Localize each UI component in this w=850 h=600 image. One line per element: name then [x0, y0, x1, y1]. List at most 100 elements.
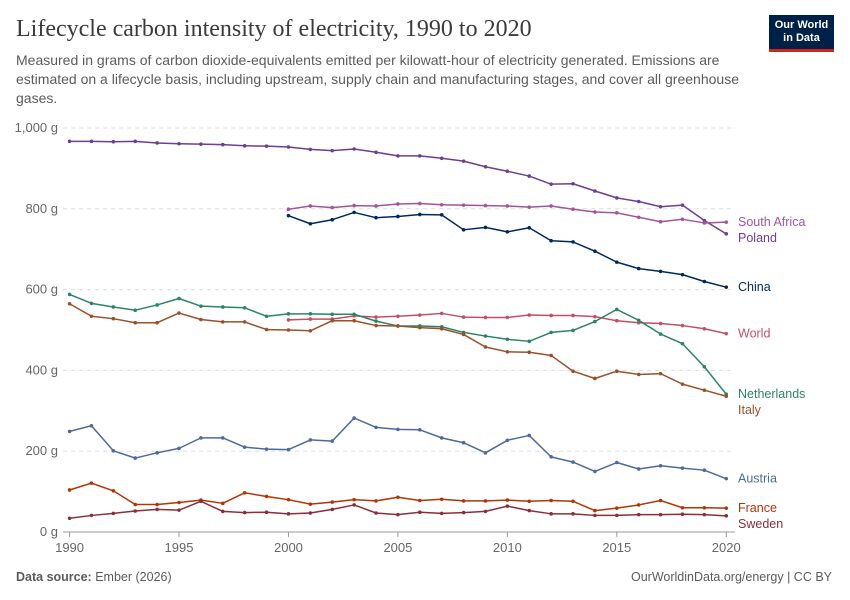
data-point-italy[interactable]: [527, 350, 532, 355]
data-point-poland[interactable]: [286, 145, 291, 149]
data-point-austria[interactable]: [308, 438, 313, 442]
data-point-world[interactable]: [571, 313, 575, 318]
data-point-poland[interactable]: [396, 154, 400, 158]
data-point-sweden[interactable]: [636, 512, 641, 517]
data-point-austria[interactable]: [549, 455, 553, 459]
series-label-italy[interactable]: Italy: [738, 403, 762, 417]
data-point-france[interactable]: [593, 508, 597, 513]
data-point-poland[interactable]: [220, 142, 225, 147]
data-point-china[interactable]: [330, 217, 335, 222]
data-point-sweden[interactable]: [505, 504, 510, 508]
data-point-france[interactable]: [549, 498, 553, 503]
data-point-poland[interactable]: [724, 232, 729, 236]
data-point-china[interactable]: [658, 269, 663, 274]
data-point-world[interactable]: [724, 331, 729, 336]
data-point-south-africa[interactable]: [593, 210, 597, 214]
data-point-south-africa[interactable]: [724, 220, 729, 224]
data-point-sweden[interactable]: [67, 516, 72, 521]
data-point-italy[interactable]: [505, 350, 510, 354]
data-point-world[interactable]: [702, 326, 707, 331]
data-point-china[interactable]: [461, 228, 466, 232]
data-point-france[interactable]: [439, 497, 444, 502]
data-point-austria[interactable]: [593, 469, 597, 474]
data-point-sweden[interactable]: [527, 508, 532, 513]
data-point-austria[interactable]: [658, 463, 663, 468]
data-point-netherlands[interactable]: [571, 328, 575, 333]
data-point-netherlands[interactable]: [199, 304, 203, 308]
data-point-italy[interactable]: [220, 320, 225, 324]
data-point-china[interactable]: [352, 210, 356, 215]
data-point-world[interactable]: [680, 323, 685, 328]
data-point-world[interactable]: [286, 318, 291, 322]
data-point-netherlands[interactable]: [549, 330, 553, 335]
data-point-china[interactable]: [417, 212, 422, 217]
owid-logo[interactable]: Our World in Data: [769, 15, 834, 52]
series-label-netherlands[interactable]: Netherlands: [738, 387, 805, 401]
data-point-south-africa[interactable]: [549, 204, 553, 208]
data-point-netherlands[interactable]: [242, 305, 247, 310]
data-point-sweden[interactable]: [571, 512, 575, 516]
data-point-italy[interactable]: [636, 372, 641, 377]
data-point-china[interactable]: [549, 238, 553, 243]
data-point-south-africa[interactable]: [658, 219, 663, 224]
data-point-austria[interactable]: [111, 448, 116, 453]
data-point-south-africa[interactable]: [286, 207, 291, 212]
data-point-austria[interactable]: [396, 427, 400, 432]
data-point-world[interactable]: [658, 321, 663, 326]
data-point-austria[interactable]: [483, 451, 488, 455]
data-point-netherlands[interactable]: [264, 314, 269, 319]
data-point-france[interactable]: [242, 491, 247, 495]
data-point-poland[interactable]: [593, 189, 597, 193]
data-point-poland[interactable]: [658, 204, 663, 209]
series-line-austria[interactable]: [69, 417, 727, 480]
data-point-sweden[interactable]: [374, 511, 378, 515]
data-point-italy[interactable]: [680, 382, 685, 386]
data-point-south-africa[interactable]: [374, 204, 378, 208]
data-point-south-africa[interactable]: [527, 205, 532, 209]
data-point-china[interactable]: [374, 215, 378, 220]
data-point-austria[interactable]: [155, 451, 159, 455]
data-point-france[interactable]: [396, 495, 400, 500]
data-point-world[interactable]: [308, 317, 313, 321]
series-label-austria[interactable]: Austria: [738, 472, 777, 486]
data-point-austria[interactable]: [352, 416, 356, 420]
data-point-austria[interactable]: [177, 446, 181, 451]
data-point-sweden[interactable]: [286, 512, 291, 516]
data-point-austria[interactable]: [724, 476, 729, 481]
data-point-italy[interactable]: [593, 376, 597, 381]
data-point-poland[interactable]: [67, 139, 72, 144]
data-point-france[interactable]: [155, 502, 159, 507]
data-point-poland[interactable]: [199, 142, 203, 146]
data-point-netherlands[interactable]: [702, 364, 707, 369]
data-point-italy[interactable]: [330, 318, 335, 323]
data-point-austria[interactable]: [199, 436, 203, 440]
data-point-sweden[interactable]: [330, 507, 335, 512]
data-point-italy[interactable]: [155, 320, 159, 325]
data-point-poland[interactable]: [308, 147, 313, 152]
data-point-italy[interactable]: [549, 353, 553, 358]
data-point-france[interactable]: [461, 499, 466, 503]
series-label-world[interactable]: World: [738, 327, 770, 341]
data-point-china[interactable]: [286, 213, 291, 218]
data-point-sweden[interactable]: [352, 503, 356, 507]
data-point-poland[interactable]: [549, 182, 553, 186]
data-point-poland[interactable]: [680, 203, 685, 207]
data-point-sweden[interactable]: [199, 499, 203, 504]
data-point-sweden[interactable]: [242, 510, 247, 515]
data-point-netherlands[interactable]: [680, 341, 685, 346]
data-point-netherlands[interactable]: [374, 319, 378, 323]
data-point-france[interactable]: [133, 502, 138, 507]
data-point-austria[interactable]: [636, 467, 641, 471]
data-point-italy[interactable]: [483, 345, 488, 349]
series-label-china[interactable]: China: [738, 280, 771, 294]
data-point-france[interactable]: [702, 505, 707, 510]
data-point-poland[interactable]: [483, 164, 488, 169]
data-point-france[interactable]: [89, 481, 94, 485]
series-label-france[interactable]: France: [738, 501, 777, 515]
data-point-italy[interactable]: [417, 325, 422, 330]
data-source-value[interactable]: Ember (2026): [95, 570, 172, 584]
data-point-china[interactable]: [308, 221, 313, 226]
data-point-poland[interactable]: [133, 139, 138, 144]
data-point-south-africa[interactable]: [702, 221, 707, 225]
data-point-china[interactable]: [593, 249, 597, 254]
